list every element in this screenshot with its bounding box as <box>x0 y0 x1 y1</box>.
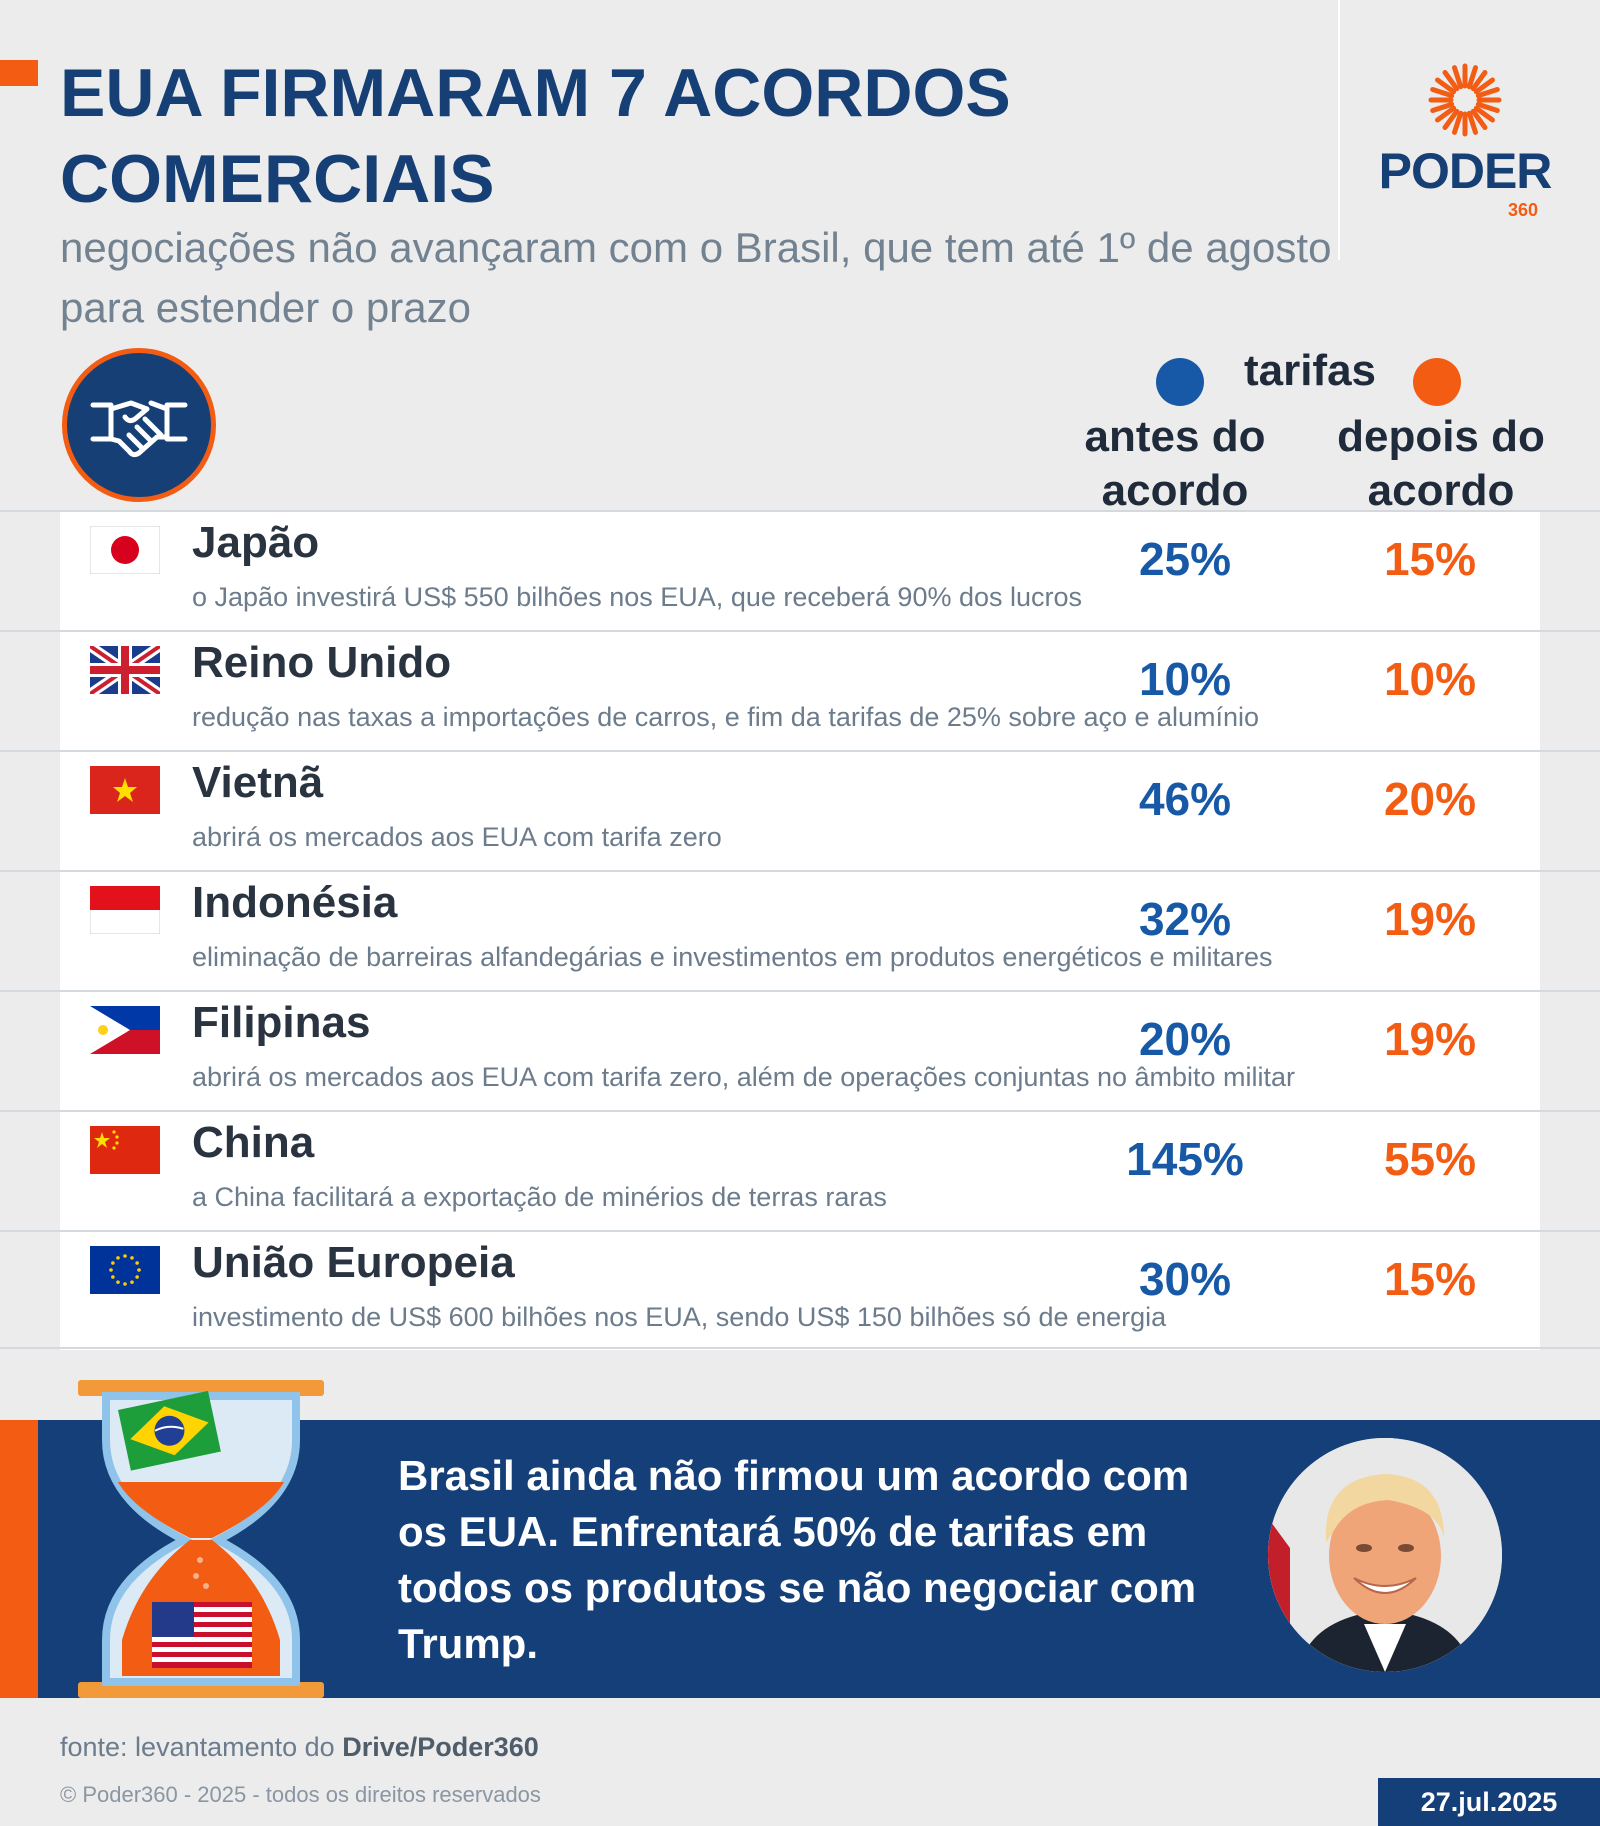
tariff-before: 145% <box>1126 1133 1244 1185</box>
eu-flag <box>90 1246 160 1294</box>
agreement-note: a China facilitará a exportação de minér… <box>192 1182 887 1212</box>
philippines-flag <box>90 1006 160 1054</box>
indonesia-flag <box>90 886 160 934</box>
tarifas-label: tarifas <box>1243 346 1377 395</box>
agreement-note: eliminação de barreiras alfandegárias e … <box>192 942 1273 972</box>
logo-word: PODER <box>1378 143 1553 199</box>
source-note: fonte: levantamento do Drive/Poder360 <box>60 1732 539 1763</box>
agreement-note: abrirá os mercados aos EUA com tarifa ze… <box>192 822 722 852</box>
country-name: Indonésia <box>192 878 398 927</box>
table-row: Vietnã abrirá os mercados aos EUA com ta… <box>0 750 1600 870</box>
hourglass-icon <box>78 1380 328 1698</box>
handshake-icon <box>90 400 188 458</box>
tariff-before: 10% <box>1138 653 1232 705</box>
china-flag <box>90 1126 160 1174</box>
japan-flag <box>90 526 160 574</box>
sun-logo-icon <box>1428 63 1502 137</box>
agreement-note: investimento de US$ 600 bilhões nos EUA,… <box>192 1302 1167 1332</box>
country-name: Japão <box>192 518 320 567</box>
tariff-before: 32% <box>1138 893 1232 945</box>
country-name: Filipinas <box>192 998 371 1047</box>
table-row: Indonésia eliminação de barreiras alfand… <box>0 870 1600 990</box>
country-name: China <box>192 1118 315 1167</box>
date-badge: 27.jul.2025 <box>1378 1778 1600 1826</box>
before-legend-dot <box>1156 358 1204 406</box>
after-legend-dot <box>1413 358 1461 406</box>
table-row: Reino Unido redução nas taxas a importaç… <box>0 630 1600 750</box>
agreement-note: redução nas taxas a importações de carro… <box>192 702 1260 732</box>
country-name: Reino Unido <box>192 638 452 687</box>
trump-portrait <box>1268 1438 1502 1672</box>
poder360-logo[interactable]: PODER 360 <box>1370 62 1560 222</box>
tariff-before: 20% <box>1138 1013 1232 1065</box>
tariff-after: 15% <box>1383 533 1477 585</box>
uk-flag <box>90 646 160 694</box>
agreement-note: abrirá os mercados aos EUA com tarifa ze… <box>192 1062 1296 1092</box>
tariff-before: 46% <box>1138 773 1232 825</box>
table-bottom-rule <box>0 1347 1600 1349</box>
after-column-header: depois do acordo <box>1337 412 1545 515</box>
tariff-after: 19% <box>1383 893 1477 945</box>
tariff-after: 19% <box>1383 1013 1477 1065</box>
tariff-after: 20% <box>1383 773 1477 825</box>
page-title: EUA FIRMARAM 7 ACORDOS COMERCIAIS <box>60 55 1011 217</box>
accent-bar <box>0 60 38 86</box>
vietnam-flag <box>90 766 160 814</box>
page-subtitle: negociações não avançaram com o Brasil, … <box>60 224 1332 331</box>
agreement-note: o Japão investirá US$ 550 bilhões nos EU… <box>192 582 1083 612</box>
table-row: Japão o Japão investirá US$ 550 bilhões … <box>0 510 1600 630</box>
tariff-after: 15% <box>1383 1253 1477 1305</box>
source-name: Drive/Poder360 <box>342 1732 539 1762</box>
banner-message: Brasil ainda não firmou um acordo com os… <box>398 1452 1197 1667</box>
before-column-header: antes do acordo <box>1084 412 1266 515</box>
country-name: União Europeia <box>192 1238 515 1287</box>
copyright-note: © Poder360 - 2025 - todos os direitos re… <box>60 1782 541 1807</box>
table-row: China a China facilitará a exportação de… <box>0 1110 1600 1230</box>
logo-number: 360 <box>1507 200 1538 220</box>
tariff-after: 10% <box>1383 653 1477 705</box>
header-divider <box>1338 0 1340 260</box>
table-row: Filipinas abrirá os mercados aos EUA com… <box>0 990 1600 1110</box>
tariff-before: 30% <box>1138 1253 1232 1305</box>
banner-accent-bar <box>0 1420 38 1698</box>
country-name: Vietnã <box>192 758 324 807</box>
handshake-badge <box>62 348 216 502</box>
tariff-after: 55% <box>1383 1133 1477 1185</box>
tariff-before: 25% <box>1138 533 1232 585</box>
source-prefix: fonte: levantamento do <box>60 1732 343 1762</box>
table-row: União Europeia investimento de US$ 600 b… <box>0 1230 1600 1350</box>
